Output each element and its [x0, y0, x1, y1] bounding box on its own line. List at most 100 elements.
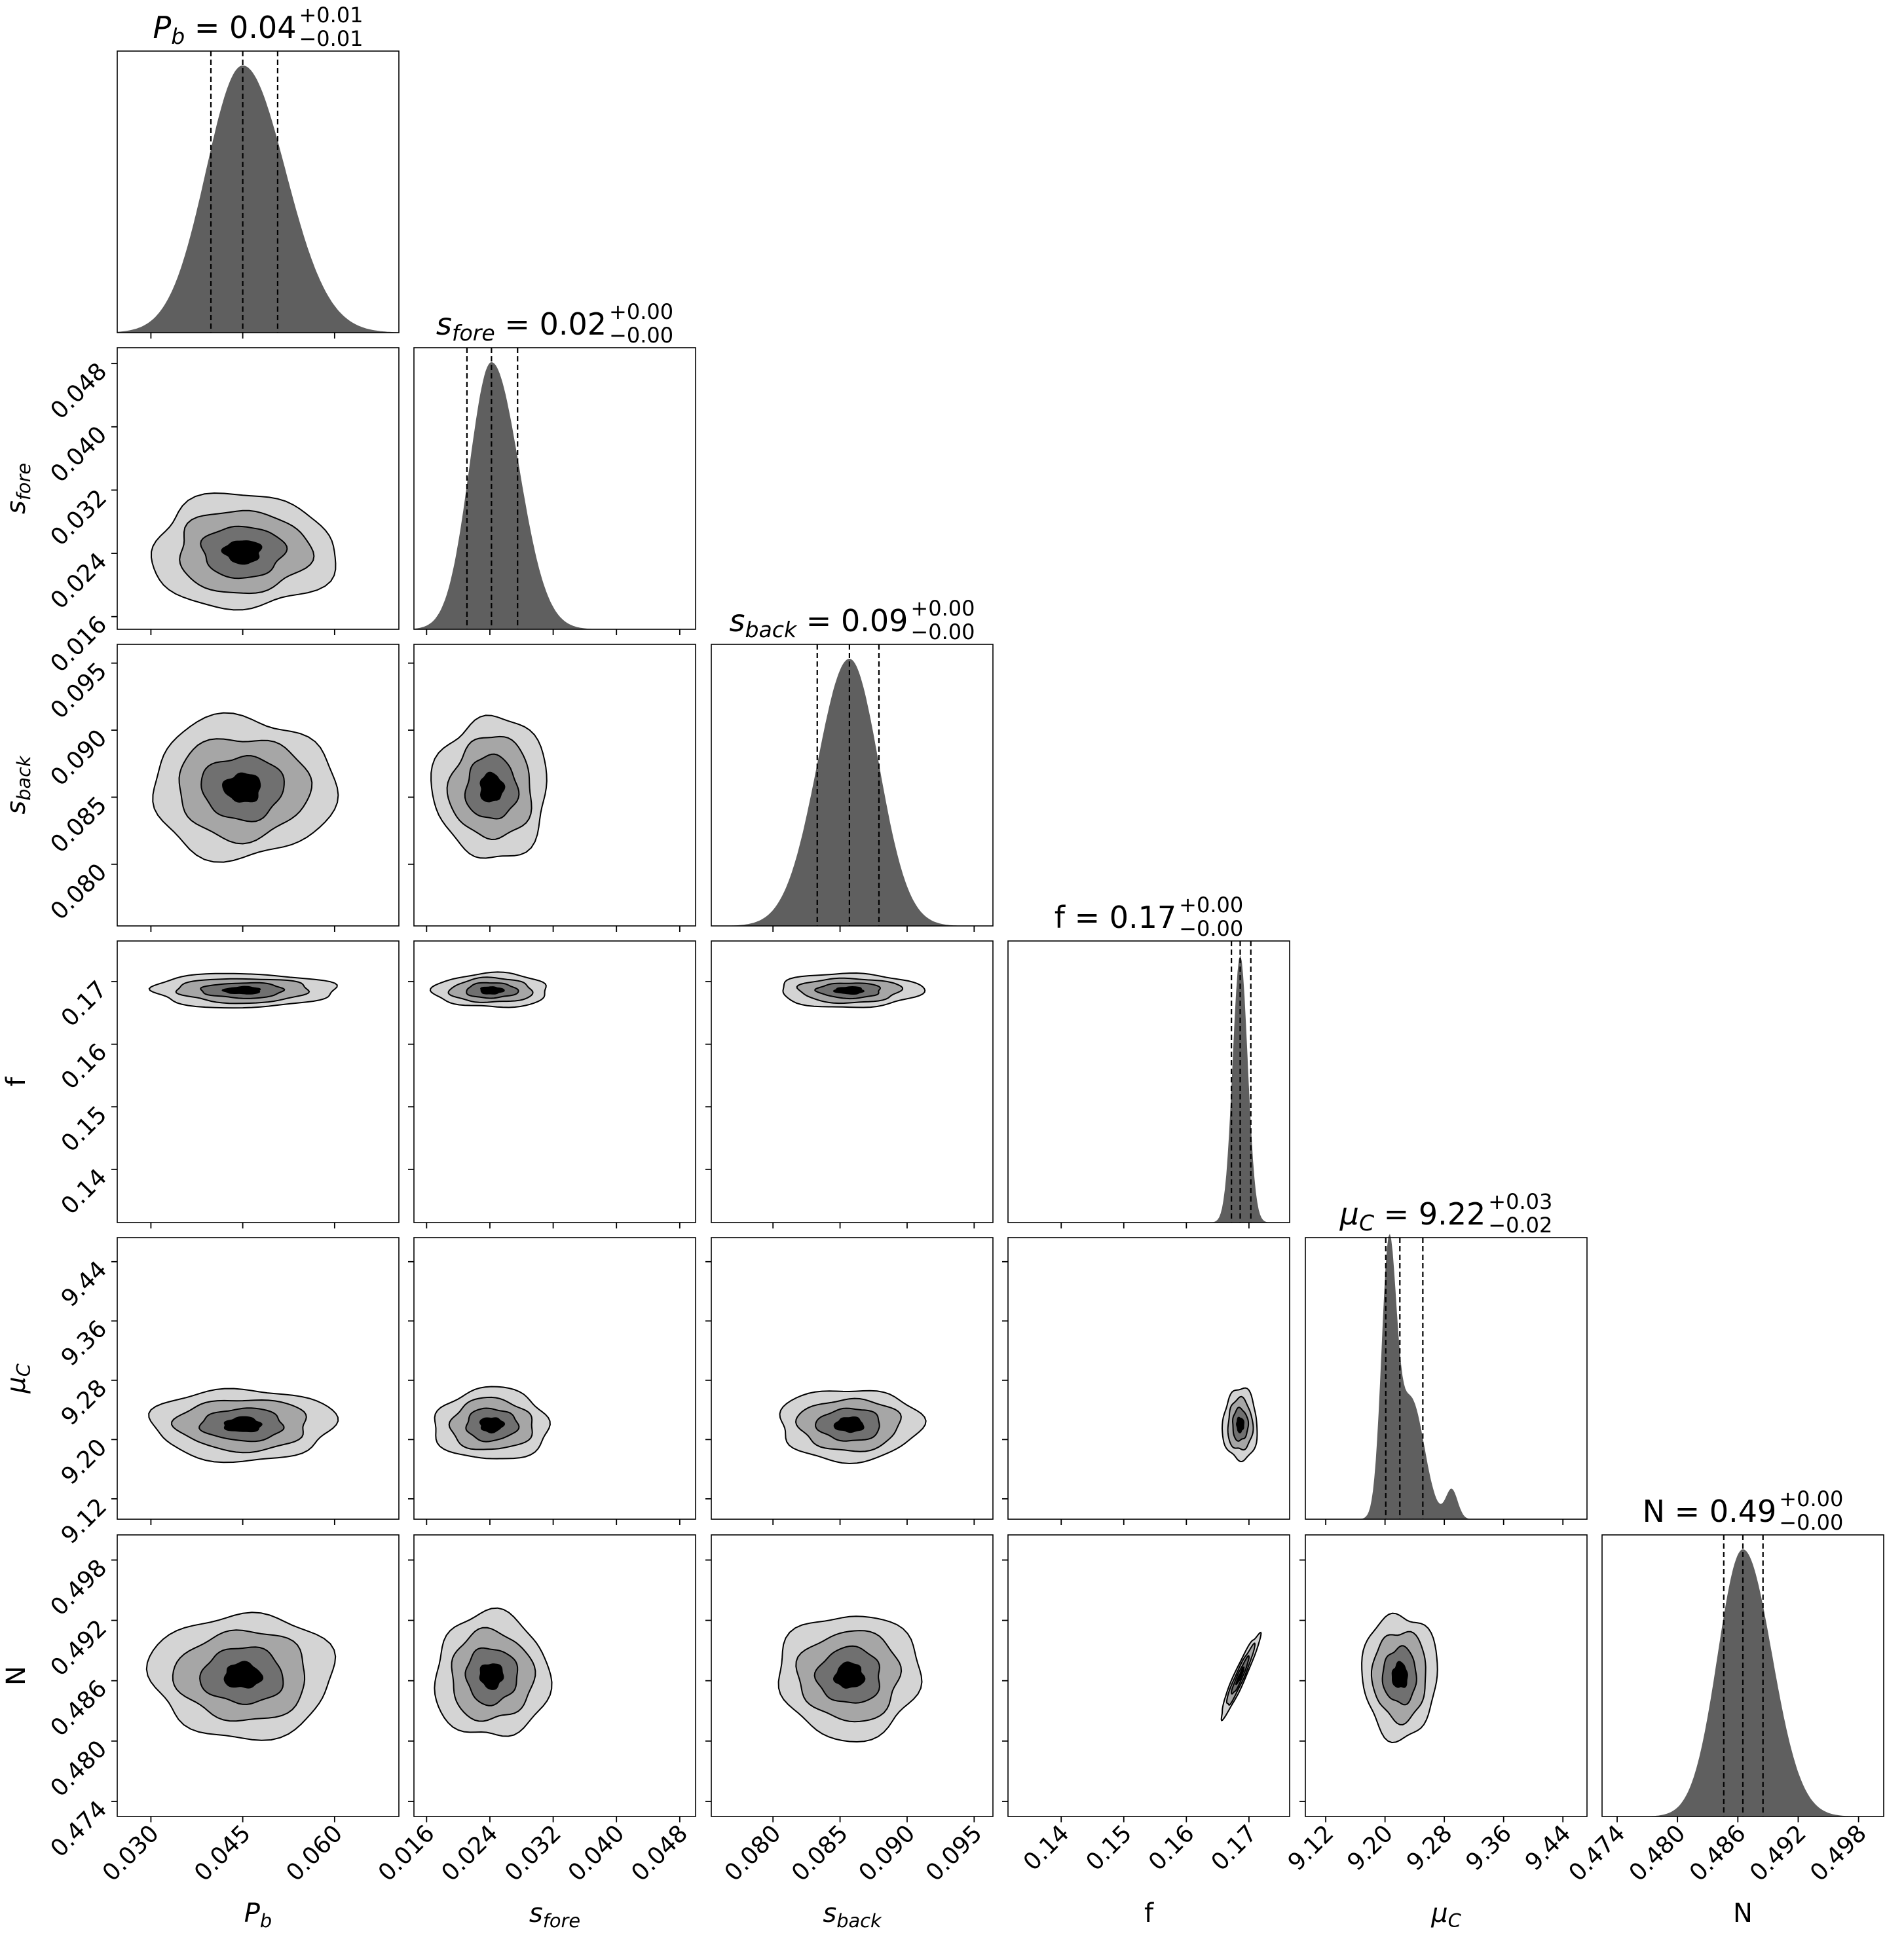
x-tick-label: 9.28	[1402, 1820, 1458, 1876]
x-axis-label-f: f	[1144, 1898, 1154, 1928]
x-tick-label: 0.030	[98, 1820, 164, 1887]
hist-title-plus-sback: +0.00	[910, 596, 975, 621]
y-tick-label: 0.14	[56, 1164, 113, 1220]
contour-level-4	[479, 1663, 504, 1690]
hist-title-f: f = 0.17	[1055, 900, 1176, 935]
x-tick-label: 0.17	[1206, 1820, 1263, 1876]
contour-frame	[117, 940, 400, 1223]
contour-frame	[117, 1237, 400, 1520]
y-tick-label: 0.024	[45, 547, 112, 614]
y-tick-label: 0.032	[45, 485, 112, 551]
hist-title-sfore: sfore = 0.02	[436, 306, 607, 346]
contour-level-4	[221, 772, 261, 803]
x-axis-label-N: N	[1733, 1898, 1753, 1928]
y-tick-label: 0.090	[45, 724, 112, 791]
x-tick-label: 0.16	[1144, 1820, 1200, 1876]
x-axis-label-sfore: sfore	[529, 1898, 580, 1932]
hist-title-sback: sback = 0.09	[730, 603, 908, 642]
contour-frame	[711, 1237, 994, 1520]
contour-frame	[1007, 1237, 1290, 1520]
contour-frame	[413, 1534, 696, 1817]
y-tick-label: 0.474	[45, 1796, 112, 1862]
ticks-5-0	[111, 1559, 335, 1822]
x-tick-label: 9.12	[1283, 1820, 1339, 1876]
y-axis-f: 0.14 0.15 0.16 0.17 f	[1, 976, 112, 1219]
x-tick-label: 0.480	[1624, 1820, 1691, 1887]
x-tick-label: 0.045	[189, 1820, 256, 1887]
contour-level-4	[479, 771, 506, 803]
x-tick-label: 0.048	[626, 1820, 693, 1887]
ticks-5-3	[1002, 1559, 1250, 1822]
y-tick-label: 9.20	[56, 1434, 113, 1490]
hist-title-minus-sfore: −0.00	[609, 323, 673, 348]
x-axis-f: 0.14 0.15 0.16 0.17 f	[1018, 1820, 1262, 1928]
hist-fill-muC	[1305, 1234, 1587, 1519]
ticks-3-2	[705, 981, 975, 1228]
contour-frame	[117, 347, 400, 630]
hist-panel-sback: sback = 0.09 +0.00−0.00	[711, 596, 994, 927]
x-tick-label: 0.032	[500, 1820, 567, 1887]
hist-panel-Pb: Pb = 0.04 +0.01−0.01	[117, 3, 400, 333]
hist-fill-Pb	[117, 65, 399, 333]
hist-panel-N: N = 0.49 +0.00−0.00	[1601, 1486, 1884, 1817]
contour-panel-N-vs-Pb	[117, 1534, 400, 1817]
y-axis-label-sback: sback	[1, 755, 35, 815]
x-tick-label: 0.090	[853, 1820, 920, 1887]
hist-frame-sback	[711, 644, 994, 927]
ticks-5-4	[1299, 1559, 1564, 1822]
hist-fill-sfore	[414, 362, 696, 629]
x-tick-label: 0.486	[1685, 1820, 1751, 1887]
hist-title-Pb: Pb = 0.04	[153, 10, 296, 49]
y-tick-label: 9.36	[56, 1316, 113, 1372]
contour-level-4	[223, 1661, 264, 1689]
ticks-1-1	[426, 629, 681, 635]
ticks-3-1	[408, 981, 681, 1228]
hist-title-plus-Pb: +0.01	[299, 3, 363, 28]
hist-fill-sback	[711, 659, 993, 926]
y-tick-label: 0.040	[45, 421, 112, 488]
x-tick-label: 0.060	[281, 1820, 348, 1887]
x-tick-label: 0.492	[1745, 1820, 1812, 1887]
x-tick-label: 0.095	[921, 1820, 988, 1887]
ticks-1-0	[111, 363, 335, 635]
hist-title-plus-f: +0.00	[1179, 893, 1243, 917]
ticks-0-0	[150, 333, 335, 339]
contour-frame	[711, 940, 994, 1223]
x-tick-label: 0.498	[1805, 1820, 1872, 1887]
contour-panel-f-vs-Pb	[117, 940, 400, 1223]
contour-frame	[413, 1237, 696, 1520]
x-tick-label: 0.15	[1081, 1820, 1137, 1876]
y-axis-label-sfore: sfore	[1, 463, 35, 514]
hist-title-minus-muC: −0.02	[1488, 1213, 1552, 1238]
contour-panel-f-vs-sback	[711, 940, 994, 1223]
x-tick-label: 0.085	[787, 1820, 853, 1887]
hist-frame-sfore	[413, 347, 696, 630]
x-axis-Pb: 0.030 0.045 0.060 Pb	[98, 1820, 348, 1932]
contour-panel-sback-vs-Pb	[117, 644, 400, 927]
y-axis-muC: 9.129.209.289.369.44 μC	[1, 1256, 112, 1549]
ticks-4-0	[111, 1261, 335, 1525]
contour-level-4	[832, 1661, 866, 1689]
y-tick-label: 0.480	[45, 1735, 112, 1802]
y-tick-label: 0.498	[45, 1555, 112, 1621]
hist-title-minus-f: −0.00	[1179, 916, 1243, 941]
hist-panel-f: f = 0.17 +0.00−0.00	[1007, 893, 1290, 1223]
x-tick-label: 0.024	[436, 1820, 503, 1887]
y-tick-label: 0.492	[45, 1615, 112, 1682]
y-tick-label: 0.15	[56, 1101, 113, 1158]
x-tick-label: 9.36	[1461, 1820, 1517, 1876]
hist-frame-N	[1601, 1534, 1884, 1817]
ticks-5-1	[408, 1559, 681, 1822]
contour-level-4	[223, 1416, 263, 1433]
hist-frame-f	[1007, 940, 1290, 1223]
ticks-3-3	[1060, 1223, 1250, 1228]
hist-fill-f	[1008, 955, 1290, 1223]
ticks-3-0	[111, 981, 335, 1228]
hist-title-minus-N: −0.00	[1779, 1510, 1843, 1535]
y-axis-label-N: N	[1, 1666, 31, 1686]
x-tick-label: 0.080	[720, 1820, 787, 1887]
x-tick-label: 0.14	[1018, 1820, 1075, 1876]
